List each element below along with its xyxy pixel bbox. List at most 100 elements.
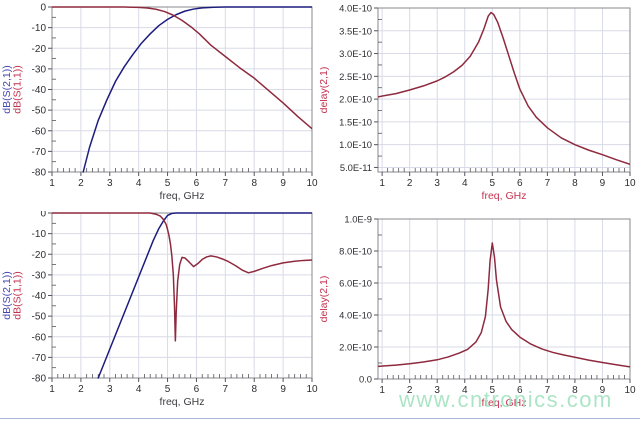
x-tick-label: 3 <box>107 178 113 189</box>
y-tick-label: -70 <box>32 353 47 364</box>
y-tick-label: 1.0E-10 <box>339 139 372 150</box>
y-tick-label: -40 <box>32 291 47 302</box>
chart-s-parameters-wideband: 1 2 3 4 5 6 7 8 9 10 0 -10 -20 -30 -40 -50 -60 -70 -80 freq… <box>0 0 320 211</box>
x-axis-title: freq, GHz <box>482 397 527 409</box>
x-tick-label: 3 <box>107 384 113 395</box>
y-tick-label: 0 <box>40 3 46 14</box>
x-tick-label: 1 <box>49 178 55 189</box>
y-tick-label: -60 <box>32 126 47 137</box>
x-tick-label: 1 <box>49 384 55 395</box>
series-db-s-2-1 <box>97 212 312 379</box>
chart-group-delay-wideband: 1 2 3 4 5 6 7 8 9 10 5.0E-11 1.0E-10 1.5E-10 2.0E-10 2… <box>320 0 640 211</box>
y-tick-label: 6.0E-10 <box>339 278 372 289</box>
x-tick-label: 7 <box>223 384 229 395</box>
x-tick-label: 5 <box>165 178 171 189</box>
y-tick-label: 2.0E-10 <box>339 342 372 353</box>
y-tick-label: -80 <box>32 168 47 179</box>
s-parameters-passband-detail-plot: 1 2 3 4 5 6 7 8 9 10 0 -10 -20 -30 -40 -50 -60 -70 -80 freq… <box>1 211 318 408</box>
x-tick-label: 10 <box>624 385 636 396</box>
y-tick-label: 3.5E-10 <box>339 25 372 36</box>
y-tick-label: -30 <box>32 64 47 75</box>
x-tick-label: 9 <box>280 178 286 189</box>
plot-frame <box>377 218 631 380</box>
x-tick-label: 2 <box>407 178 413 189</box>
x-axis-title: freq, GHz <box>482 190 527 202</box>
y-axis-title: dB(S(1,1)) <box>12 65 24 113</box>
x-tick-label: 6 <box>194 178 200 189</box>
y-axis-title: dB(S(2,1)) <box>1 65 13 113</box>
chart-group-delay-passband-detail: 1 2 3 4 5 6 7 8 9 10 0.0 2.0E-10 4.0E-10 6.0E-10 8.0E-… <box>320 211 640 422</box>
x-tick-label: 10 <box>306 178 318 189</box>
y-tick-label: 0.0 <box>359 374 372 385</box>
y-tick-label: 0 <box>40 211 46 220</box>
x-tick-label: 7 <box>223 178 229 189</box>
y-tick-label: -50 <box>32 312 47 323</box>
x-tick-label: 8 <box>572 178 578 189</box>
x-tick-label: 7 <box>545 385 551 396</box>
group-delay-passband-detail-plot: 1 2 3 4 5 6 7 8 9 10 0.0 2.0E-10 4.0E-10 6.0E-10 8.0E-… <box>320 214 636 410</box>
chart-s-parameters-passband-detail: 1 2 3 4 5 6 7 8 9 10 0 -10 -20 -30 -40 -50 -60 -70 -80 freq… <box>0 211 320 422</box>
y-tick-label: -80 <box>32 374 47 385</box>
x-tick-label: 3 <box>434 178 440 189</box>
x-tick-label: 1 <box>379 178 385 189</box>
y-tick-label: 2.0E-10 <box>339 94 372 105</box>
x-tick-label: 9 <box>280 384 286 395</box>
x-tick-label: 1 <box>379 385 385 396</box>
series-delay-2-1 <box>378 242 630 368</box>
y-tick-label: 2.5E-10 <box>339 71 372 82</box>
series-delay-2-1 <box>378 11 630 166</box>
y-tick-label: -50 <box>32 106 47 117</box>
x-tick-label: 6 <box>517 178 523 189</box>
x-tick-label: 8 <box>251 178 257 189</box>
s-parameters-wideband-plot: 1 2 3 4 5 6 7 8 9 10 0 -10 -20 -30 -40 -50 -60 -70 -80 freq… <box>1 3 318 203</box>
x-tick-label: 4 <box>462 178 468 189</box>
y-tick-label: -60 <box>32 332 47 343</box>
x-tick-label: 6 <box>517 385 523 396</box>
x-tick-label: 6 <box>194 384 200 395</box>
x-tick-label: 10 <box>306 384 318 395</box>
x-tick-label: 10 <box>624 178 636 189</box>
x-tick-label: 3 <box>434 385 440 396</box>
y-tick-label: -10 <box>32 229 47 240</box>
x-tick-label: 5 <box>490 385 496 396</box>
x-tick-label: 5 <box>490 178 496 189</box>
y-tick-label: -10 <box>32 23 47 34</box>
y-tick-label: 1.5E-10 <box>339 116 372 127</box>
y-axis-title: dB(S(1,1)) <box>12 271 24 319</box>
y-tick-label: -20 <box>32 250 47 261</box>
y-tick-label: 4.0E-10 <box>339 3 372 14</box>
x-tick-label: 9 <box>600 385 606 396</box>
x-tick-label: 2 <box>78 178 84 189</box>
group-delay-wideband-plot: 1 2 3 4 5 6 7 8 9 10 5.0E-11 1.0E-10 1.5E-10 2.0E-10 2… <box>320 3 636 203</box>
y-tick-label: 1.0E-9 <box>344 214 372 225</box>
y-tick-label: 4.0E-10 <box>339 310 372 321</box>
y-tick-label: 8.0E-10 <box>339 246 372 257</box>
bottom-divider <box>0 418 640 419</box>
y-tick-label: -30 <box>32 270 47 281</box>
x-tick-label: 8 <box>572 385 578 396</box>
series-db-s-2-1 <box>82 6 312 173</box>
y-axis-title: delay(2,1) <box>320 67 330 114</box>
x-tick-label: 9 <box>600 178 606 189</box>
y-axis-title: delay(2,1) <box>320 276 330 323</box>
series-db-s-1-1 <box>52 212 312 342</box>
x-tick-label: 7 <box>545 178 551 189</box>
y-tick-label: 3.0E-10 <box>339 48 372 59</box>
y-axis-title: dB(S(2,1)) <box>1 271 13 319</box>
x-tick-label: 2 <box>78 384 84 395</box>
y-tick-label: -20 <box>32 44 47 55</box>
y-tick-label: -40 <box>32 85 47 96</box>
x-tick-label: 5 <box>165 384 171 395</box>
plot-frame <box>377 7 631 173</box>
x-tick-label: 2 <box>407 385 413 396</box>
series-db-s-1-1 <box>52 6 312 130</box>
y-tick-label: 5.0E-11 <box>340 162 372 173</box>
x-tick-label: 4 <box>136 178 142 189</box>
x-tick-label: 4 <box>136 384 142 395</box>
x-tick-label: 8 <box>251 384 257 395</box>
x-axis-title: freq, GHz <box>160 396 205 408</box>
x-tick-label: 4 <box>462 385 468 396</box>
x-axis-title: freq, GHz <box>160 190 205 202</box>
